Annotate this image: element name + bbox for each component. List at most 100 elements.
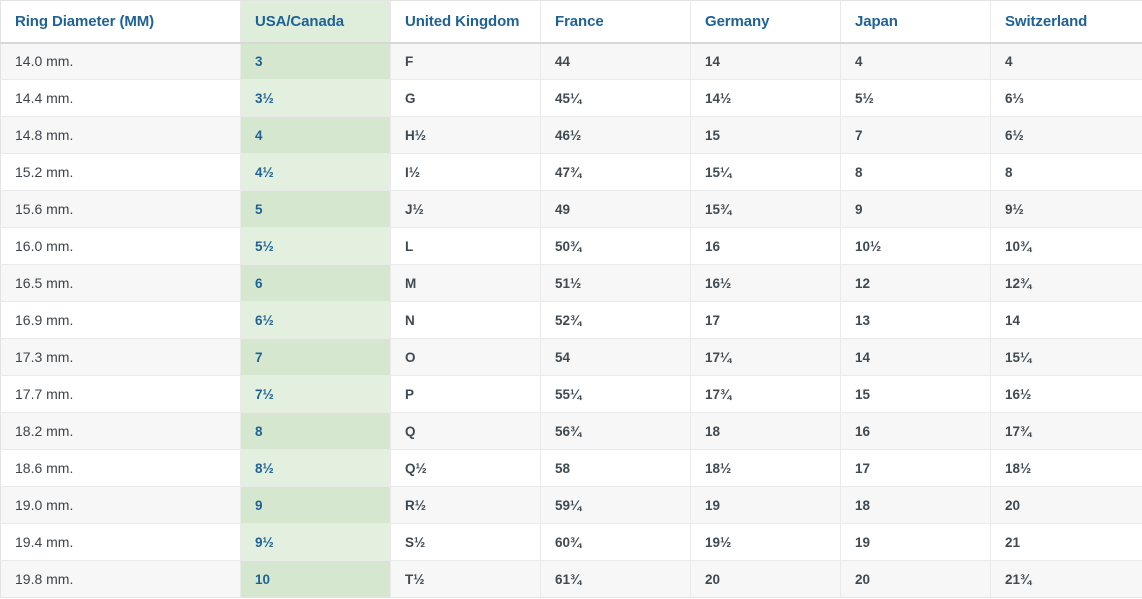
cell-japan: 15 bbox=[840, 375, 991, 413]
table-row: 18.6 mm. 8½ Q½ 58 18½ 17 18½ bbox=[0, 449, 1142, 487]
column-header-france: France bbox=[540, 0, 691, 44]
cell-united-kingdom: R½ bbox=[390, 486, 541, 524]
cell-germany: 18 bbox=[690, 412, 841, 450]
column-header-germany: Germany bbox=[690, 0, 841, 44]
cell-usa-canada: 7 bbox=[240, 338, 391, 376]
cell-switzerland: 20 bbox=[990, 486, 1142, 524]
column-header-usa-canada: USA/Canada bbox=[240, 0, 391, 44]
cell-ring-diameter: 14.0 mm. bbox=[0, 42, 241, 80]
cell-germany: 15 bbox=[690, 116, 841, 154]
cell-switzerland: 17¾ bbox=[990, 412, 1142, 450]
cell-japan: 14 bbox=[840, 338, 991, 376]
cell-united-kingdom: J½ bbox=[390, 190, 541, 228]
cell-united-kingdom: H½ bbox=[390, 116, 541, 154]
cell-united-kingdom: N bbox=[390, 301, 541, 339]
table-row: 19.8 mm. 10 T½ 61¾ 20 20 21¾ bbox=[0, 560, 1142, 598]
table-row: 16.9 mm. 6½ N 52¾ 17 13 14 bbox=[0, 301, 1142, 339]
cell-france: 58 bbox=[540, 449, 691, 487]
cell-germany: 19½ bbox=[690, 523, 841, 561]
column-header-ring-diameter: Ring Diameter (MM) bbox=[0, 0, 241, 44]
cell-france: 61¾ bbox=[540, 560, 691, 598]
table-row: 17.7 mm. 7½ P 55¼ 17¾ 15 16½ bbox=[0, 375, 1142, 413]
cell-usa-canada: 8 bbox=[240, 412, 391, 450]
cell-united-kingdom: Q½ bbox=[390, 449, 541, 487]
cell-switzerland: 6⅓ bbox=[990, 79, 1142, 117]
cell-ring-diameter: 19.4 mm. bbox=[0, 523, 241, 561]
cell-ring-diameter: 18.2 mm. bbox=[0, 412, 241, 450]
cell-ring-diameter: 18.6 mm. bbox=[0, 449, 241, 487]
table-row: 16.5 mm. 6 M 51½ 16½ 12 12¾ bbox=[0, 264, 1142, 302]
cell-ring-diameter: 17.7 mm. bbox=[0, 375, 241, 413]
cell-usa-canada: 10 bbox=[240, 560, 391, 598]
cell-germany: 15¾ bbox=[690, 190, 841, 228]
table-row: 14.4 mm. 3½ G 45¼ 14½ 5½ 6⅓ bbox=[0, 79, 1142, 117]
cell-usa-canada: 8½ bbox=[240, 449, 391, 487]
table-row: 19.0 mm. 9 R½ 59¼ 19 18 20 bbox=[0, 486, 1142, 524]
cell-france: 54 bbox=[540, 338, 691, 376]
cell-japan: 13 bbox=[840, 301, 991, 339]
cell-germany: 18½ bbox=[690, 449, 841, 487]
cell-united-kingdom: Q bbox=[390, 412, 541, 450]
cell-germany: 15¼ bbox=[690, 153, 841, 191]
cell-germany: 14½ bbox=[690, 79, 841, 117]
cell-united-kingdom: S½ bbox=[390, 523, 541, 561]
cell-japan: 9 bbox=[840, 190, 991, 228]
cell-switzerland: 15¼ bbox=[990, 338, 1142, 376]
cell-ring-diameter: 19.0 mm. bbox=[0, 486, 241, 524]
cell-ring-diameter: 15.6 mm. bbox=[0, 190, 241, 228]
table-header: Ring Diameter (MM) USA/Canada United Kin… bbox=[0, 0, 1142, 44]
cell-france: 46½ bbox=[540, 116, 691, 154]
cell-ring-diameter: 16.9 mm. bbox=[0, 301, 241, 339]
cell-france: 47¾ bbox=[540, 153, 691, 191]
cell-ring-diameter: 14.8 mm. bbox=[0, 116, 241, 154]
cell-switzerland: 8 bbox=[990, 153, 1142, 191]
cell-united-kingdom: L bbox=[390, 227, 541, 265]
table-row: 16.0 mm. 5½ L 50¾ 16 10½ 10¾ bbox=[0, 227, 1142, 265]
column-header-switzerland: Switzerland bbox=[990, 0, 1142, 44]
cell-france: 59¼ bbox=[540, 486, 691, 524]
cell-switzerland: 12¾ bbox=[990, 264, 1142, 302]
cell-ring-diameter: 16.0 mm. bbox=[0, 227, 241, 265]
cell-japan: 20 bbox=[840, 560, 991, 598]
cell-germany: 14 bbox=[690, 42, 841, 80]
table-row: 14.8 mm. 4 H½ 46½ 15 7 6½ bbox=[0, 116, 1142, 154]
cell-switzerland: 16½ bbox=[990, 375, 1142, 413]
cell-france: 60¾ bbox=[540, 523, 691, 561]
cell-ring-diameter: 16.5 mm. bbox=[0, 264, 241, 302]
cell-united-kingdom: T½ bbox=[390, 560, 541, 598]
cell-united-kingdom: F bbox=[390, 42, 541, 80]
cell-france: 55¼ bbox=[540, 375, 691, 413]
table-row: 14.0 mm. 3 F 44 14 4 4 bbox=[0, 42, 1142, 80]
cell-united-kingdom: M bbox=[390, 264, 541, 302]
table-body: 14.0 mm. 3 F 44 14 4 4 14.4 mm. 3½ G 45¼ 14½ 5½ 6⅓ 14.… bbox=[0, 42, 1142, 598]
cell-germany: 17 bbox=[690, 301, 841, 339]
cell-france: 52¾ bbox=[540, 301, 691, 339]
header-row: Ring Diameter (MM) USA/Canada United Kin… bbox=[0, 0, 1142, 44]
cell-switzerland: 14 bbox=[990, 301, 1142, 339]
cell-germany: 17¼ bbox=[690, 338, 841, 376]
cell-france: 49 bbox=[540, 190, 691, 228]
cell-usa-canada: 5 bbox=[240, 190, 391, 228]
cell-germany: 16½ bbox=[690, 264, 841, 302]
cell-japan: 4 bbox=[840, 42, 991, 80]
cell-usa-canada: 3½ bbox=[240, 79, 391, 117]
cell-japan: 17 bbox=[840, 449, 991, 487]
cell-japan: 16 bbox=[840, 412, 991, 450]
cell-japan: 18 bbox=[840, 486, 991, 524]
cell-germany: 17¾ bbox=[690, 375, 841, 413]
cell-united-kingdom: G bbox=[390, 79, 541, 117]
cell-ring-diameter: 14.4 mm. bbox=[0, 79, 241, 117]
cell-switzerland: 10¾ bbox=[990, 227, 1142, 265]
table-row: 15.6 mm. 5 J½ 49 15¾ 9 9½ bbox=[0, 190, 1142, 228]
cell-france: 44 bbox=[540, 42, 691, 80]
cell-switzerland: 4 bbox=[990, 42, 1142, 80]
cell-usa-canada: 6½ bbox=[240, 301, 391, 339]
cell-switzerland: 21¾ bbox=[990, 560, 1142, 598]
table-row: 19.4 mm. 9½ S½ 60¾ 19½ 19 21 bbox=[0, 523, 1142, 561]
cell-germany: 19 bbox=[690, 486, 841, 524]
cell-japan: 5½ bbox=[840, 79, 991, 117]
cell-ring-diameter: 15.2 mm. bbox=[0, 153, 241, 191]
cell-usa-canada: 6 bbox=[240, 264, 391, 302]
column-header-japan: Japan bbox=[840, 0, 991, 44]
